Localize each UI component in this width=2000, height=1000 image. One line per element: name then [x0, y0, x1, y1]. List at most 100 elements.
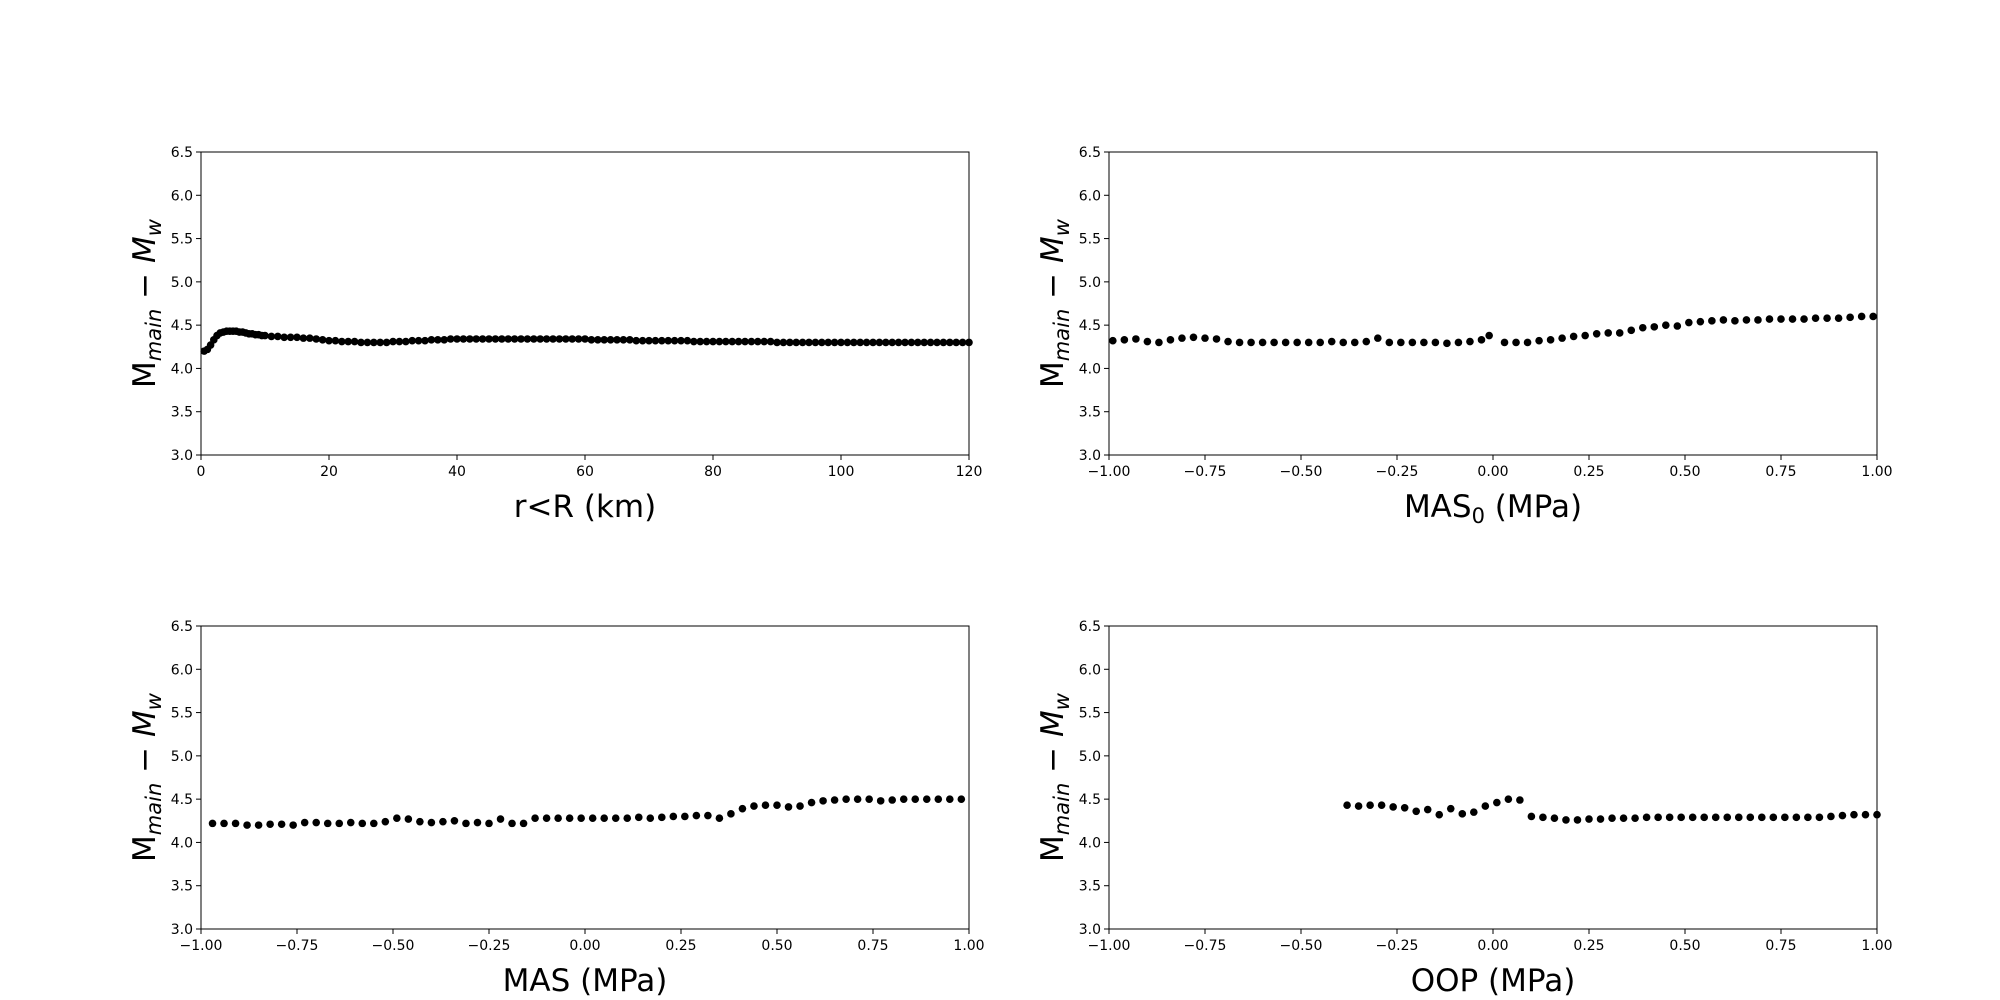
data-point — [1431, 338, 1440, 347]
data-point — [1857, 312, 1866, 321]
data-point — [606, 336, 615, 344]
data-point — [1834, 314, 1843, 323]
data-point — [842, 795, 850, 803]
x-tick-label: 0.50 — [1669, 464, 1700, 480]
x-tick-label: 100 — [828, 464, 855, 480]
data-point — [1615, 329, 1624, 337]
data-point — [1527, 812, 1536, 821]
data-point — [645, 336, 653, 345]
data-point — [958, 338, 967, 347]
data-point — [208, 819, 217, 828]
data-point — [894, 338, 903, 347]
data-point — [619, 336, 628, 344]
data-point — [786, 338, 794, 347]
data-point — [683, 336, 692, 345]
data-point — [1596, 815, 1605, 823]
data-point — [853, 795, 862, 803]
data-point — [1754, 316, 1762, 324]
data-point — [1861, 810, 1870, 819]
data-point — [664, 336, 672, 345]
y-axis-label-part: M — [127, 236, 163, 263]
data-point — [1178, 334, 1186, 342]
data-point — [646, 814, 655, 822]
data-point — [358, 819, 367, 828]
data-point — [1569, 332, 1578, 341]
data-point — [1385, 338, 1394, 347]
y-tick-label: 6.0 — [171, 188, 193, 204]
data-point — [1769, 813, 1778, 822]
data-point — [1189, 333, 1198, 342]
axes-frame — [200, 625, 970, 930]
data-point — [1212, 335, 1221, 343]
data-point — [519, 819, 528, 828]
y-axis-label-part: main — [142, 783, 166, 835]
data-point — [651, 336, 660, 345]
data-point — [934, 795, 943, 803]
data-point — [243, 821, 251, 829]
data-point — [1539, 813, 1547, 822]
data-point — [1700, 813, 1708, 822]
data-point — [1811, 314, 1820, 323]
data-point — [1408, 338, 1417, 347]
data-point — [478, 335, 487, 343]
data-point — [728, 337, 736, 346]
data-point — [594, 336, 602, 344]
data-point — [754, 337, 762, 346]
data-point — [306, 334, 314, 342]
data-point — [440, 336, 449, 344]
data-point — [1485, 331, 1493, 340]
x-tick-label: −0.75 — [276, 938, 319, 954]
data-point — [427, 336, 436, 344]
data-point — [459, 335, 468, 343]
data-point — [1435, 810, 1444, 819]
data-point — [574, 335, 583, 343]
data-point — [1493, 798, 1501, 807]
data-point — [344, 337, 353, 346]
data-point — [1685, 318, 1693, 327]
data-point — [727, 810, 735, 818]
data-point — [517, 335, 525, 343]
x-tick-label: 120 — [956, 464, 983, 480]
data-point — [531, 814, 539, 822]
data-point — [1247, 338, 1255, 347]
data-point — [807, 798, 816, 807]
data-point — [1397, 338, 1405, 347]
data-point — [899, 795, 908, 803]
data-point — [856, 338, 864, 347]
y-tick-label: 6.0 — [1079, 188, 1101, 204]
data-point — [779, 338, 788, 347]
y-axis-label: Mmain − Mw — [127, 692, 166, 862]
data-point — [453, 335, 461, 343]
data-point — [1642, 813, 1651, 822]
x-tick-label: 0.25 — [1573, 464, 1604, 480]
data-point — [318, 336, 327, 344]
data-point — [1850, 810, 1858, 819]
data-point — [1120, 336, 1129, 344]
data-point — [613, 336, 621, 344]
y-tick-label: 4.5 — [1079, 318, 1101, 334]
data-point — [565, 814, 574, 822]
data-point — [824, 338, 832, 347]
data-point — [1343, 801, 1351, 810]
x-axis-label-main: r<R (km) — [514, 489, 656, 525]
data-point — [231, 819, 240, 828]
data-point — [722, 337, 730, 346]
data-point — [876, 797, 885, 805]
panel-MAS0: −1.00 −0.75 −0.50 −0.25 0.00 0.25 0.50 0.75 1.00… — [1035, 145, 1893, 528]
data-point — [577, 814, 585, 822]
y-axis-label-part: w — [1050, 218, 1074, 236]
x-tick-label: 0.25 — [1573, 938, 1604, 954]
data-point — [280, 333, 289, 342]
x-tick-label: −0.50 — [1280, 464, 1323, 480]
data-point — [427, 818, 436, 827]
data-point — [946, 795, 954, 803]
data-point — [1731, 317, 1739, 325]
data-point — [562, 335, 570, 343]
y-tick-label: 4.0 — [171, 361, 193, 377]
data-point — [581, 335, 589, 343]
y-axis-label-part: w — [142, 692, 166, 710]
data-point — [1366, 801, 1374, 810]
data-point — [300, 818, 309, 827]
data-point — [542, 335, 551, 343]
y-axis-label-part: main — [142, 309, 166, 361]
